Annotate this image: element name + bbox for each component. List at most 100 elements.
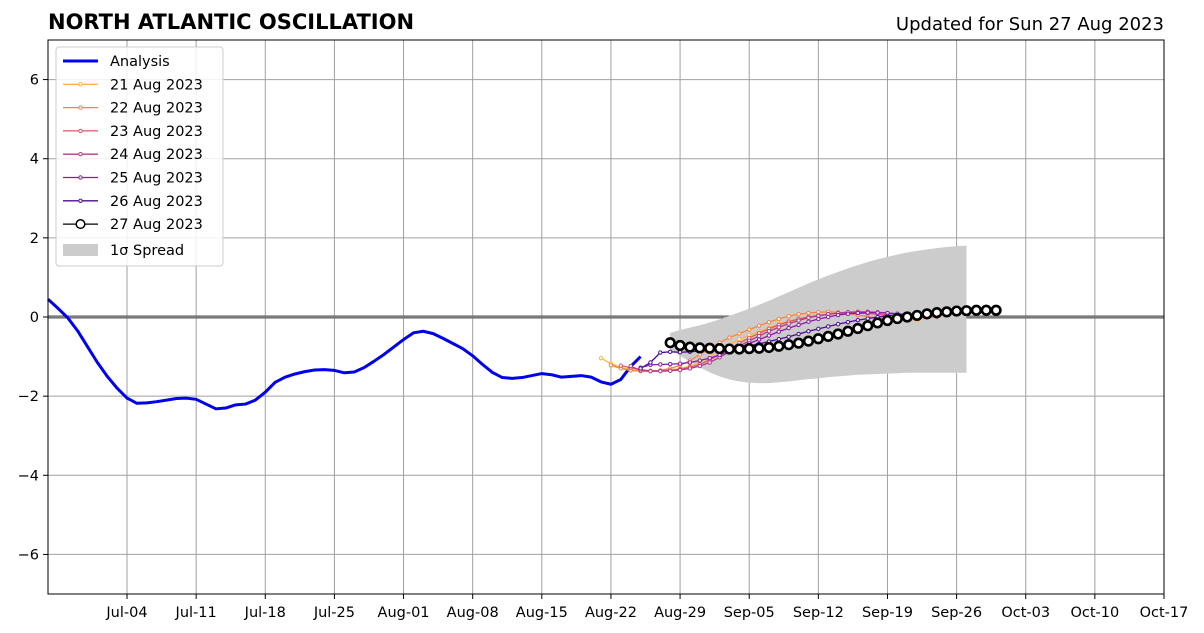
forecast-point xyxy=(766,319,772,325)
legend: Analysis 21 Aug 2023 22 Aug 2023 23 Aug 202… xyxy=(55,46,224,267)
forecast-point xyxy=(862,320,874,332)
legend-marker xyxy=(78,82,83,87)
forecast-point xyxy=(832,328,844,340)
forecast-point xyxy=(786,325,791,331)
forecast-point xyxy=(796,331,801,337)
chart-subtitle: Updated for Sun 27 Aug 2023 xyxy=(896,14,1164,35)
forecast-point xyxy=(842,325,854,337)
chart-title: NORTH ATLANTIC OSCILLATION xyxy=(48,10,414,34)
forecast-point xyxy=(802,335,815,347)
forecast-point xyxy=(822,330,834,342)
forecast-point xyxy=(707,360,712,365)
legend-label: Analysis xyxy=(110,54,170,70)
forecast-point xyxy=(648,360,653,365)
forecast-point xyxy=(875,310,880,315)
forecast-point xyxy=(747,327,752,332)
forecast-point xyxy=(737,331,742,336)
y-tick-label: 2 xyxy=(30,231,39,247)
y-tick-label: 0 xyxy=(30,310,39,326)
x-tick-label: Jul-11 xyxy=(175,605,217,621)
legend-entry: 1σ Spread xyxy=(63,243,184,259)
forecast-point xyxy=(852,322,864,335)
series xyxy=(46,298,1002,411)
x-tick-label: Sep-12 xyxy=(793,605,844,621)
legend-entry: 23 Aug 2023 xyxy=(63,124,203,140)
forecast-point xyxy=(628,363,633,369)
legend-entry: 21 Aug 2023 xyxy=(63,77,203,93)
forecast-point xyxy=(792,337,805,349)
forecast-point xyxy=(667,368,673,374)
forecast-point xyxy=(855,310,861,316)
forecast-point xyxy=(743,343,755,355)
forecast-point xyxy=(704,342,716,354)
x-tick-label: Oct-17 xyxy=(1140,605,1189,621)
forecast-series xyxy=(664,304,1002,355)
x-tick-label: Sep-26 xyxy=(931,605,982,621)
forecast-point xyxy=(921,308,933,320)
forecast-point xyxy=(950,305,963,317)
legend-entry: 25 Aug 2023 xyxy=(63,171,203,187)
legend-marker xyxy=(78,105,83,110)
forecast-point xyxy=(901,311,913,323)
forecast-point xyxy=(786,314,791,319)
forecast-point xyxy=(697,358,703,363)
forecast-point xyxy=(865,310,870,315)
forecast-point xyxy=(776,325,782,330)
forecast-point xyxy=(786,321,791,326)
forecast-point xyxy=(667,349,673,355)
forecast-point xyxy=(674,339,686,352)
forecast-point xyxy=(796,312,801,317)
forecast-point xyxy=(677,367,683,373)
legend-marker xyxy=(75,219,86,230)
legend-label: 25 Aug 2023 xyxy=(110,171,203,187)
forecast-point xyxy=(941,306,953,318)
forecast-point xyxy=(713,343,726,355)
forecast-point xyxy=(796,318,801,323)
legend-swatch xyxy=(63,244,98,256)
forecast-point xyxy=(845,311,851,317)
legend-entry: 24 Aug 2023 xyxy=(63,147,203,163)
forecast-point xyxy=(658,369,663,374)
forecast-point xyxy=(677,361,683,366)
forecast-point xyxy=(855,317,861,323)
y-tick-label: 4 xyxy=(30,152,39,168)
legend-label: 1σ Spread xyxy=(110,243,184,259)
forecast-point xyxy=(687,360,693,365)
forecast-point xyxy=(776,316,782,322)
legend-entry: 27 Aug 2023 xyxy=(63,217,203,233)
legend-label: 24 Aug 2023 xyxy=(110,147,203,163)
forecast-point xyxy=(806,329,811,334)
legend-label: 26 Aug 2023 xyxy=(110,194,203,210)
x-tick-label: Jul-18 xyxy=(244,605,286,621)
forecast-point xyxy=(737,336,742,342)
forecast-point xyxy=(694,342,706,354)
legend-marker xyxy=(78,128,83,134)
forecast-point xyxy=(684,341,696,353)
forecast-point xyxy=(980,304,992,316)
forecast-point xyxy=(667,361,673,367)
forecast-point xyxy=(786,334,791,339)
forecast-point xyxy=(806,319,811,324)
y-tick-label: −2 xyxy=(18,389,39,405)
forecast-point xyxy=(806,310,811,316)
forecast-point xyxy=(766,333,772,338)
forecast-point xyxy=(816,316,821,322)
forecast-point xyxy=(776,329,782,334)
forecast-point xyxy=(648,369,653,374)
forecast-point xyxy=(812,333,824,345)
x-tick-label: Jul-25 xyxy=(313,605,355,621)
forecast-point xyxy=(845,319,851,325)
forecast-point xyxy=(773,340,785,352)
forecast-point xyxy=(638,366,643,371)
legend-marker xyxy=(78,198,83,204)
forecast-point xyxy=(598,355,604,361)
x-tick-label: Aug-22 xyxy=(585,605,637,621)
x-tick-label: Aug-08 xyxy=(447,605,499,621)
forecast-point xyxy=(970,304,982,316)
legend-box xyxy=(55,46,224,267)
forecast-point xyxy=(776,336,782,342)
x-tick-label: Aug-15 xyxy=(516,605,568,621)
y-tick-label: −4 xyxy=(18,468,39,484)
x-tick-label: Aug-01 xyxy=(378,605,430,621)
